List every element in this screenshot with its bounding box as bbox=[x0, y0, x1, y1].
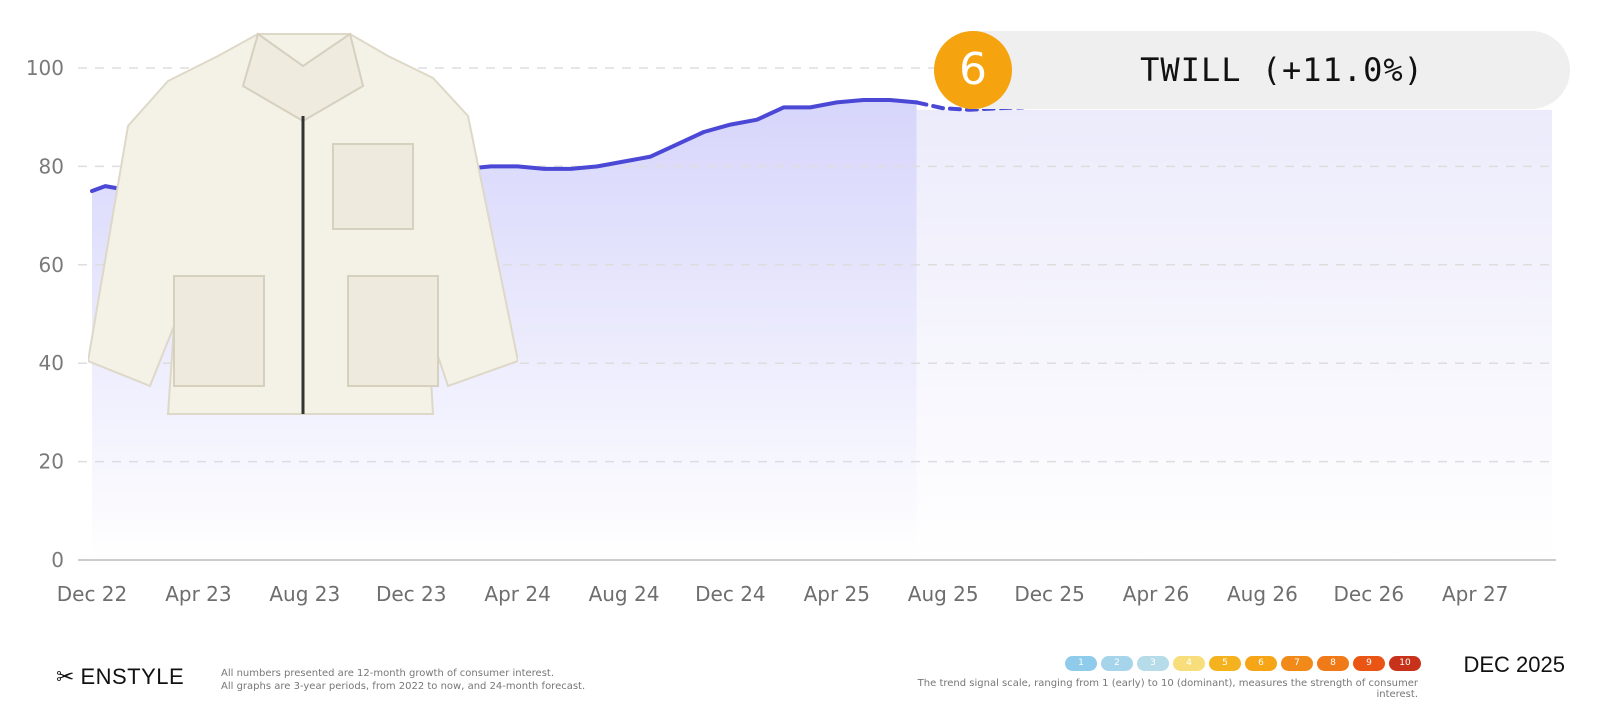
x-tick-label: Apr 25 bbox=[804, 582, 870, 606]
scale-note: The trend signal scale, ranging from 1 (… bbox=[917, 678, 1418, 700]
scale-level-6: 6 bbox=[1245, 656, 1277, 671]
y-tick-label: 40 bbox=[39, 351, 64, 375]
x-tick-label: Aug 25 bbox=[908, 582, 979, 606]
scale-level-4: 4 bbox=[1173, 656, 1205, 671]
brand-logo: ✂ ENSTYLE bbox=[56, 662, 184, 692]
trend-label: TWILL (+11.0%) bbox=[1140, 51, 1424, 89]
jacket-icon bbox=[88, 32, 518, 415]
x-tick-label: Dec 26 bbox=[1334, 582, 1405, 606]
signal-scale: 1 2 3 4 5 6 7 8 9 10 bbox=[1065, 656, 1421, 671]
y-tick-label: 20 bbox=[39, 450, 64, 474]
logo-text: ENSTYLE bbox=[80, 664, 185, 689]
trend-rank: 6 bbox=[934, 31, 1012, 109]
scale-level-5: 5 bbox=[1209, 656, 1241, 671]
x-tick-label: Apr 26 bbox=[1123, 582, 1189, 606]
scale-level-3: 3 bbox=[1137, 656, 1169, 671]
y-axis-ticks: 0 20 40 60 80 100 bbox=[26, 56, 64, 572]
y-tick-label: 0 bbox=[51, 548, 64, 572]
scale-level-2: 2 bbox=[1101, 656, 1133, 671]
forecast-area bbox=[916, 109, 1552, 560]
scale-level-1: 1 bbox=[1065, 656, 1097, 671]
scale-level-9: 9 bbox=[1353, 656, 1385, 671]
x-tick-label: Dec 25 bbox=[1014, 582, 1085, 606]
y-tick-label: 60 bbox=[39, 253, 64, 277]
scale-level-8: 8 bbox=[1317, 656, 1349, 671]
trend-badge bbox=[934, 31, 1570, 109]
y-tick-label: 100 bbox=[26, 56, 64, 80]
footnote-2: All graphs are 3-year periods, from 2022… bbox=[221, 681, 586, 692]
footnote-1: All numbers presented are 12-month growt… bbox=[221, 668, 555, 679]
footnotes: All numbers presented are 12-month growt… bbox=[221, 667, 585, 693]
x-tick-label: Apr 27 bbox=[1442, 582, 1508, 606]
y-tick-label: 80 bbox=[39, 154, 64, 178]
x-axis-ticks: Dec 22 Apr 23 Aug 23 Dec 23 Apr 24 Aug 24 Dec … bbox=[57, 582, 1509, 606]
forecast-region bbox=[916, 109, 1552, 560]
scissors-icon: ✂ bbox=[56, 664, 75, 689]
x-tick-label: Aug 23 bbox=[269, 582, 340, 606]
scale-level-7: 7 bbox=[1281, 656, 1313, 671]
x-tick-label: Dec 24 bbox=[695, 582, 766, 606]
scale-level-10: 10 bbox=[1389, 656, 1421, 671]
x-tick-label: Apr 24 bbox=[484, 582, 550, 606]
x-tick-label: Aug 26 bbox=[1227, 582, 1298, 606]
report-date: DEC 2025 bbox=[1463, 652, 1565, 677]
x-tick-label: Apr 23 bbox=[165, 582, 231, 606]
x-tick-label: Dec 23 bbox=[376, 582, 447, 606]
x-tick-label: Aug 24 bbox=[589, 582, 660, 606]
x-tick-label: Dec 22 bbox=[57, 582, 128, 606]
